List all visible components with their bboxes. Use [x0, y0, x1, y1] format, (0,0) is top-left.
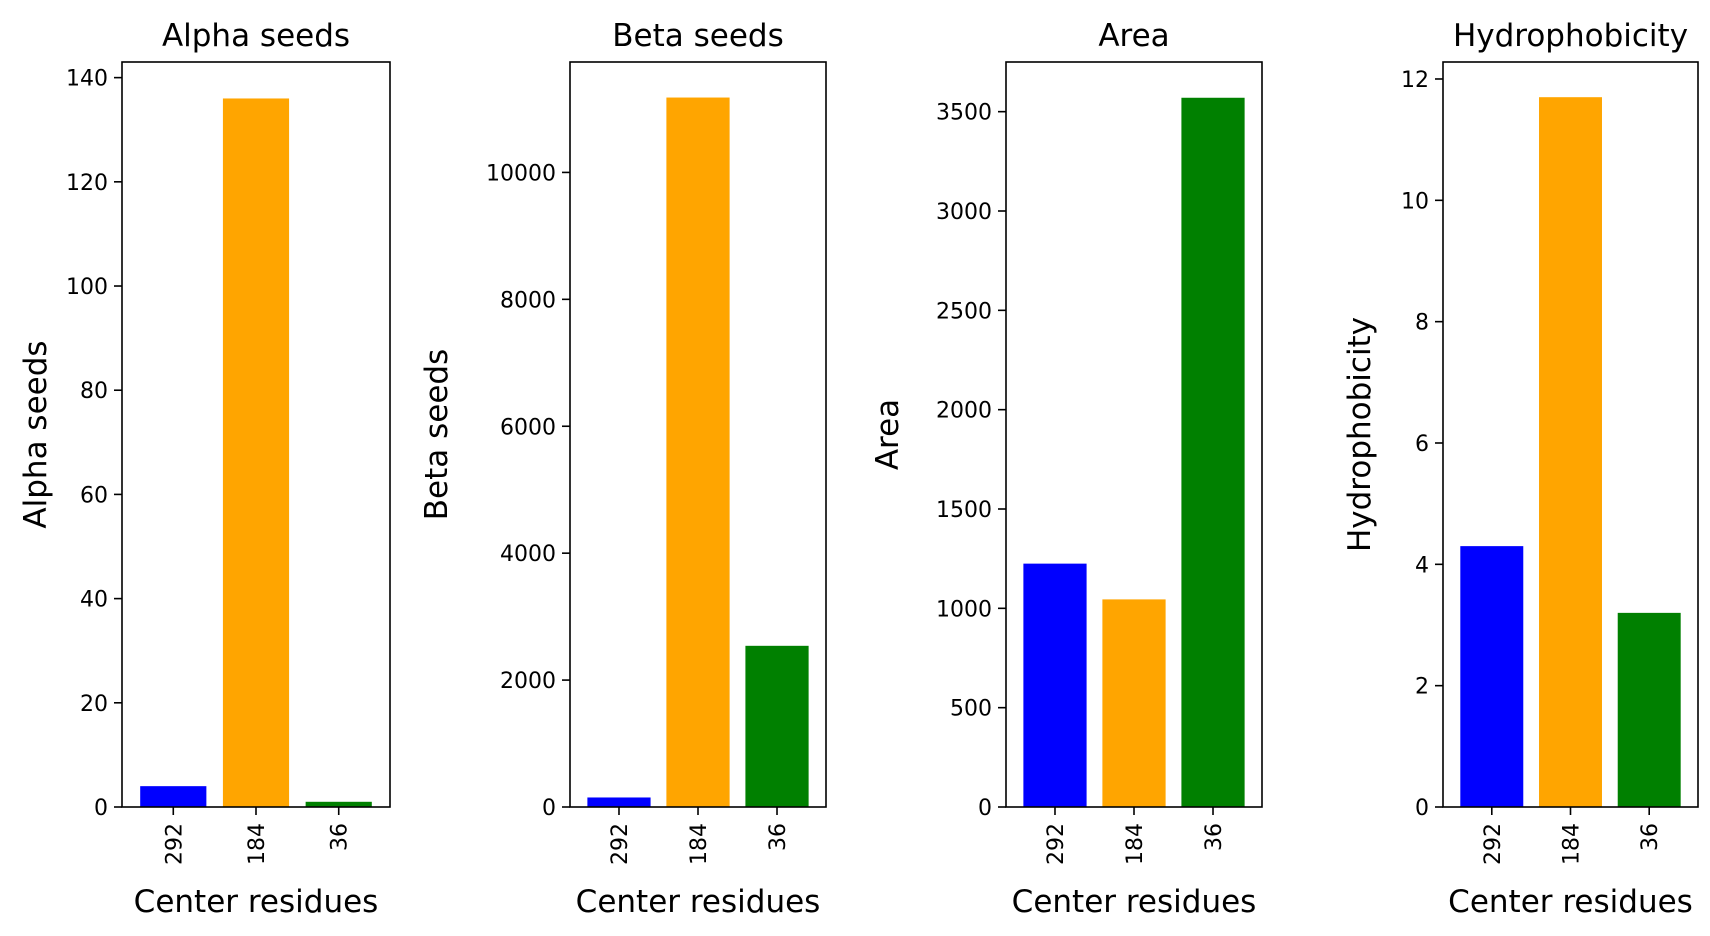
subplot-title: Alpha seeds — [162, 18, 350, 54]
y-tick-label: 100 — [66, 275, 108, 300]
y-tick-label: 1000 — [936, 597, 992, 622]
x-tick-label: 184 — [1560, 823, 1585, 865]
y-tick-label: 8000 — [500, 288, 556, 313]
x-tick-label: 292 — [1044, 823, 1069, 865]
subplot-title: Area — [1098, 18, 1169, 54]
y-tick-label: 2 — [1415, 675, 1429, 700]
x-tick-label: 292 — [1481, 823, 1506, 865]
subplot-3: 0 500 1000 1500 2000 2500 3000 3500 292 184 36 Area… — [870, 18, 1263, 920]
bar-184 — [222, 98, 290, 808]
x-axis-label: Center residues — [1448, 884, 1693, 920]
subplot-2: 0 2000 4000 6000 8000 10000 292 184 36 Beta seeds… — [419, 18, 827, 920]
y-tick-label: 0 — [542, 796, 556, 821]
subplot-title: Hydrophobicity — [1453, 18, 1688, 54]
y-tick-label: 6000 — [500, 415, 556, 440]
subplot-4: 0 2 4 6 8 10 12 292 184 36 Hydrophobicity Center re… — [1342, 18, 1699, 920]
y-tick-label: 8 — [1415, 311, 1429, 336]
x-axis-label: Center residues — [576, 884, 821, 920]
y-tick-label: 20 — [80, 692, 108, 717]
x-tick-label: 184 — [687, 823, 712, 865]
y-axis-label: Area — [870, 399, 906, 470]
bar-36 — [745, 645, 809, 807]
y-tick-label: 10 — [1401, 189, 1429, 214]
y-tick-label: 500 — [950, 697, 992, 722]
x-tick-label: 36 — [328, 823, 353, 851]
y-tick-label: 0 — [1415, 796, 1429, 821]
y-tick-label: 120 — [66, 171, 108, 196]
x-tick-label: 292 — [162, 823, 187, 865]
y-tick-label: 40 — [80, 588, 108, 613]
x-tick-label: 184 — [245, 823, 270, 865]
y-tick-label: 140 — [66, 67, 108, 92]
bar-184 — [1539, 97, 1602, 807]
y-tick-label: 12 — [1401, 68, 1429, 93]
y-tick-label: 0 — [94, 796, 108, 821]
y-tick-label: 4000 — [500, 542, 556, 567]
y-tick-label: 0 — [978, 796, 992, 821]
bar-292 — [587, 797, 651, 807]
x-axis-label: Center residues — [1012, 884, 1257, 920]
y-tick-label: 60 — [80, 483, 108, 508]
bar-292 — [1023, 563, 1087, 807]
x-axis-label: Center residues — [134, 884, 379, 920]
y-tick-label: 2500 — [936, 299, 992, 324]
bar-36 — [305, 801, 372, 807]
y-tick-label: 2000 — [936, 399, 992, 424]
y-tick-label: 3000 — [936, 200, 992, 225]
x-tick-label: 36 — [1638, 823, 1663, 851]
y-tick-label: 10000 — [486, 161, 556, 186]
x-tick-label: 292 — [608, 823, 633, 865]
y-axis-label: Beta seeds — [419, 349, 455, 520]
x-tick-label: 36 — [766, 823, 791, 851]
y-tick-label: 3500 — [936, 101, 992, 126]
y-tick-label: 2000 — [500, 669, 556, 694]
y-tick-label: 6 — [1415, 432, 1429, 457]
y-tick-label: 1500 — [936, 498, 992, 523]
x-tick-label: 184 — [1123, 823, 1148, 865]
subplot-title: Beta seeds — [612, 18, 783, 54]
subplot-1: 0 20 40 60 80 100 120 140 292 184 36 Alpha seeds Cen… — [18, 18, 391, 920]
x-tick-label: 36 — [1202, 823, 1227, 851]
bar-36 — [1181, 97, 1245, 807]
y-tick-label: 4 — [1415, 553, 1429, 578]
bar-292 — [1460, 546, 1524, 807]
bar-184 — [666, 97, 730, 808]
y-tick-label: 80 — [80, 379, 108, 404]
bar-292 — [140, 786, 207, 807]
y-axis-label: Alpha seeds — [18, 340, 54, 528]
y-axis-label: Hydrophobicity — [1342, 317, 1378, 552]
bar-184 — [1102, 599, 1166, 807]
bar-36 — [1617, 612, 1681, 807]
